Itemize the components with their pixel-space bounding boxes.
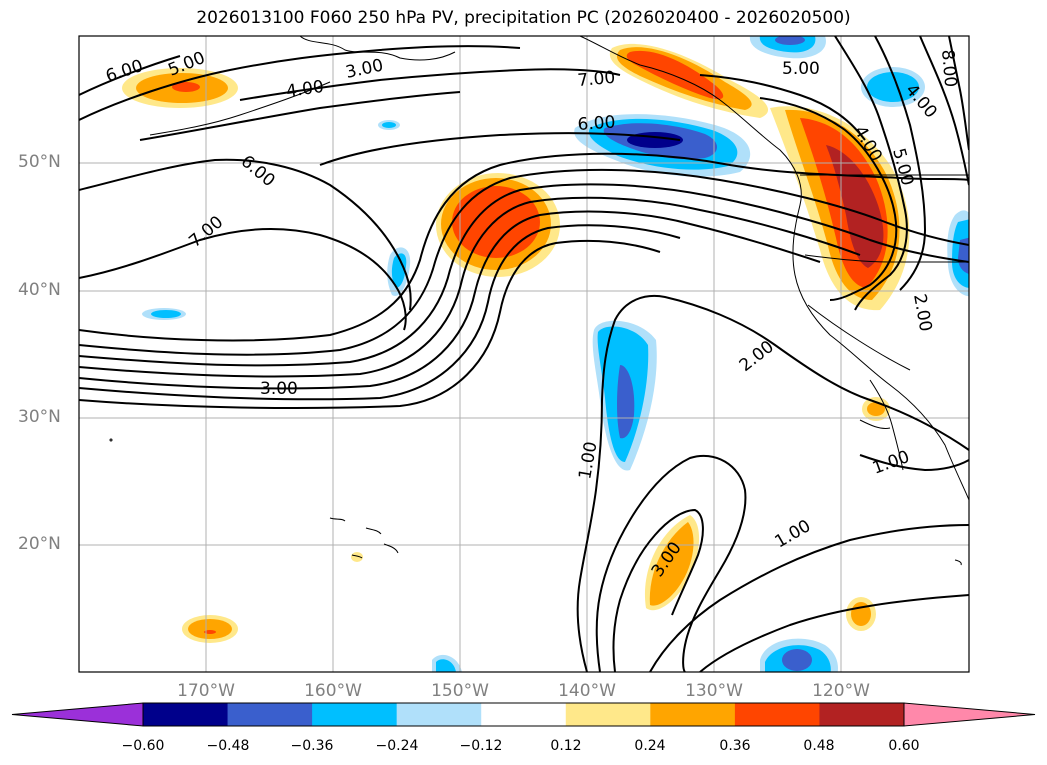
contour-label: 5.00 — [782, 59, 820, 79]
lat-label: 40°N — [18, 280, 61, 300]
contour-label: 7.00 — [577, 68, 616, 91]
colorbar-tick: −0.48 — [206, 738, 250, 754]
contour-label: 8.00 — [937, 49, 960, 88]
lon-label: 160°W — [304, 681, 362, 701]
lat-label: 20°N — [18, 534, 61, 554]
lat-label: 30°N — [18, 407, 61, 427]
colorbar-tick: 0.36 — [719, 738, 751, 754]
lon-label: 130°W — [685, 681, 743, 701]
pv-contours — [79, 36, 969, 672]
lat-label: 50°N — [18, 152, 61, 172]
colorbar-tick: −0.36 — [290, 738, 334, 754]
lon-label: 120°W — [812, 681, 870, 701]
colorbar-tick: −0.24 — [375, 738, 419, 754]
colorbar-tick: 0.12 — [550, 738, 582, 754]
contour-label: 6.00 — [577, 112, 616, 135]
lon-label: 140°W — [558, 681, 616, 701]
colorbar-tick: 0.48 — [803, 738, 835, 754]
colorbar-tick: 0.60 — [888, 738, 920, 754]
colorbar-tick: −0.12 — [459, 738, 503, 754]
colorbar-tick: 0.24 — [634, 738, 666, 754]
contour-label: 3.00 — [260, 379, 298, 399]
lon-label: 150°W — [431, 681, 489, 701]
precip-negative-areas — [142, 36, 969, 672]
colorbar-tick: −0.60 — [121, 738, 165, 754]
graticule — [79, 36, 969, 672]
chart-title: 2026013100 F060 250 hPa PV, precipitatio… — [196, 8, 851, 28]
plot-frame — [78, 35, 970, 673]
lon-label: 170°W — [177, 681, 235, 701]
